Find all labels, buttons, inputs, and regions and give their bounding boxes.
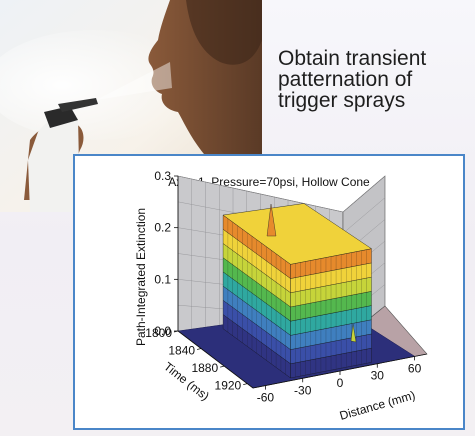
z-tick-label: 0.1 bbox=[154, 272, 171, 286]
time-tick bbox=[220, 365, 225, 368]
headline-line-1: Obtain transient bbox=[278, 47, 427, 70]
distance-tick-label: -30 bbox=[294, 383, 312, 397]
time-tick bbox=[243, 383, 248, 386]
z-tick-label: 0.2 bbox=[154, 221, 171, 235]
headline: Obtain transient patternation of trigger… bbox=[278, 48, 468, 111]
surface-body bbox=[177, 203, 416, 389]
distance-tick-label: 0 bbox=[337, 376, 344, 390]
time-tick-label: 1840 bbox=[168, 344, 195, 358]
distance-tick-label: 30 bbox=[371, 369, 385, 383]
wall-grid-line bbox=[342, 175, 386, 213]
surface-plot: 0.00.10.20.31800184018801920-60-3003060 … bbox=[134, 169, 428, 423]
wall-grid-line bbox=[342, 197, 386, 234]
chart-panel: Axis=1, Pressure=70psi, Hollow Cone 0.0 0… bbox=[73, 154, 465, 430]
time-tick-label: 1880 bbox=[191, 361, 218, 375]
time-tick bbox=[173, 330, 179, 333]
time-tick bbox=[196, 348, 202, 350]
floor-spike bbox=[350, 323, 357, 343]
distance-tick-label: -60 bbox=[257, 391, 275, 405]
z-tick-label: 0.0 bbox=[154, 324, 171, 338]
z-tick-label: 0.3 bbox=[154, 169, 171, 183]
peak-spike bbox=[266, 203, 277, 237]
spray-photo bbox=[0, 0, 262, 212]
distance-axis-label: Distance (mm) bbox=[338, 388, 417, 423]
axis-ticks: 0.0 0.1 0.2 0.3 1800 1840 1880 1920 -60 -30 0 30 60 bbox=[145, 169, 421, 405]
surface-top-face bbox=[222, 203, 372, 265]
headline-line-3: trigger sprays bbox=[278, 89, 406, 112]
z-axis-label: Path-Integrated Extinction bbox=[134, 208, 148, 346]
time-axis-line bbox=[177, 330, 254, 389]
headline-line-2: patternation of bbox=[278, 68, 413, 91]
time-tick-label: 1800 bbox=[145, 326, 172, 340]
time-tick-label: 1920 bbox=[215, 379, 242, 393]
distance-tick-label: 60 bbox=[408, 361, 422, 375]
